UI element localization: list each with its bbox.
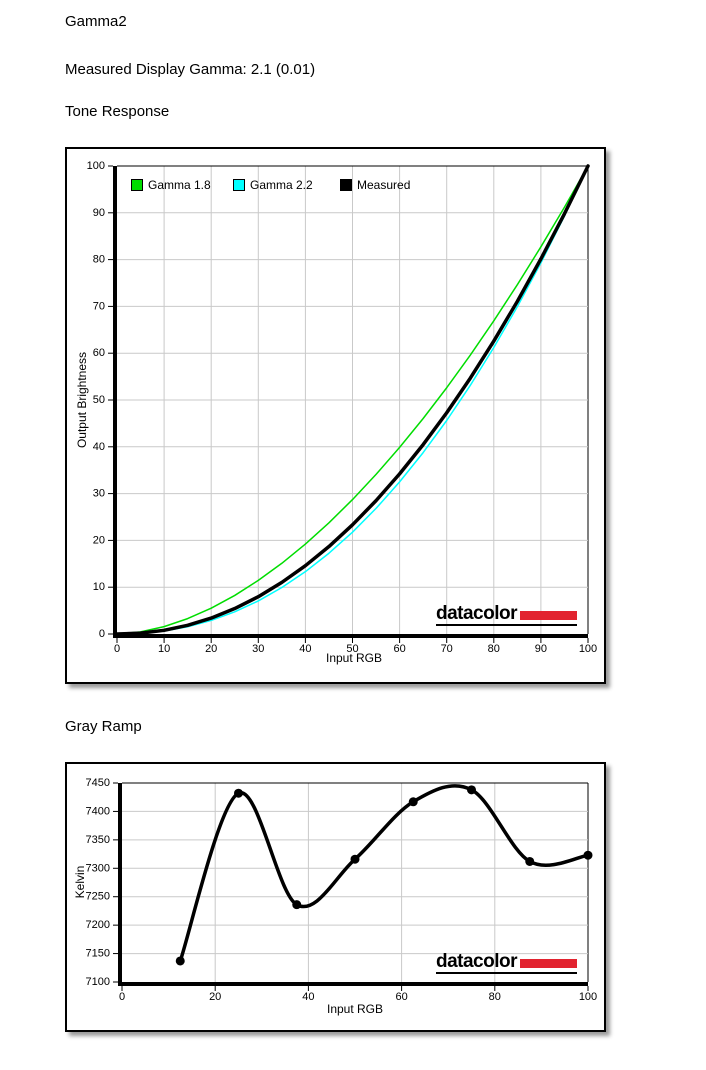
measured-gamma-text: Measured Display Gamma: 2.1 (0.01) [65,61,316,78]
datacolor-logo-text: datacolor [435,950,518,972]
data-point [525,856,535,866]
legend-swatch-icon [340,179,352,191]
y-tick-label: 80 [93,254,105,266]
x-tick-label: 40 [299,643,311,655]
y-tick-label: 90 [93,207,105,219]
x-tick-label: 0 [114,643,120,655]
x-axis-title: Input RGB [325,651,383,665]
x-tick-label: 40 [302,991,314,1003]
y-tick-label: 7350 [86,834,110,846]
y-tick-label: 7150 [86,948,110,960]
x-tick-label: 90 [535,643,547,655]
legend-label: Gamma 1.8 [148,178,211,192]
x-tick-label: 60 [393,643,405,655]
y-tick-label: 60 [93,347,105,359]
y-axis-title: Output Brightness [75,351,89,449]
x-tick-label: 30 [252,643,264,655]
legend-label: Gamma 2.2 [250,178,313,192]
y-tick-label: 7450 [86,777,110,789]
legend-swatch-icon [131,179,143,191]
legend-item: Measured [340,178,410,192]
legend-label: Measured [357,178,411,192]
x-axis-line [113,634,588,638]
y-tick-label: 7250 [86,891,110,903]
x-axis-line [118,982,588,986]
x-tick-label: 20 [205,643,217,655]
y-tick-label: 100 [87,160,105,172]
tone-response-heading: Tone Response [65,103,170,120]
tone-response-plot: 0 10 20 30 40 50 60 70 80 90 100 0 10 20 30 40 50 60 70 80 9… [87,160,598,655]
x-tick-label: 60 [395,991,407,1003]
datacolor-logo-bar [520,611,577,620]
x-tick-label: 80 [488,643,500,655]
y-tick-label: 50 [93,394,105,406]
data-point [175,956,185,966]
x-tick-label: 80 [489,991,501,1003]
x-axis-title: Input RGB [326,1002,384,1016]
x-tick-label: 100 [579,643,597,655]
x-tick-label: 20 [209,991,221,1003]
series-line [178,784,590,963]
tone-response-chart: 0 10 20 30 40 50 60 70 80 90 100 0 10 20 30 40 50 60 70 80 9… [65,147,606,684]
gray-ramp-heading: Gray Ramp [65,718,142,735]
y-tick-label: 10 [93,581,105,593]
legend-swatch-icon [233,179,245,191]
y-axis-title: Kelvin [73,865,87,899]
y-axis-line [118,783,122,986]
y-tick-label: 7400 [86,805,110,817]
data-point [350,854,360,864]
legend-item: Gamma 2.2 [233,178,313,192]
datacolor-logo-bar [520,959,577,968]
data-point [408,797,418,807]
x-tick-label: 50 [346,643,358,655]
y-tick-label: 70 [93,300,105,312]
data-point [583,850,593,860]
x-tick-label: 70 [441,643,453,655]
x-tick-label: 0 [119,991,125,1003]
y-tick-label: 20 [93,534,105,546]
y-tick-label: 7200 [86,919,110,931]
data-point [234,788,243,798]
data-point [292,900,302,910]
y-tick-label: 0 [99,628,105,640]
gray-ramp-chart: 7100 7150 7200 7250 7300 7350 7400 7450 0 20 40 60 8… [65,762,606,1032]
y-tick-label: 40 [93,441,105,453]
datacolor-logo: datacolor [435,950,577,974]
datacolor-logo-text: datacolor [435,602,518,624]
x-tick-label: 10 [158,643,170,655]
gray-ramp-plot: 7100 7150 7200 7250 7300 7350 7400 7450 0 20 40 60 8… [86,777,598,1003]
page-title: Gamma2 [65,13,127,30]
y-tick-label: 7300 [86,862,110,874]
data-point [467,785,476,795]
datacolor-logo: datacolor [435,602,577,626]
y-axis-line [113,166,117,638]
series-line [116,165,589,635]
y-tick-label: 30 [93,488,105,500]
legend-item: Gamma 1.8 [131,178,211,192]
x-tick-label: 100 [579,991,597,1003]
y-tick-label: 7100 [86,976,110,988]
series-line [115,164,590,636]
